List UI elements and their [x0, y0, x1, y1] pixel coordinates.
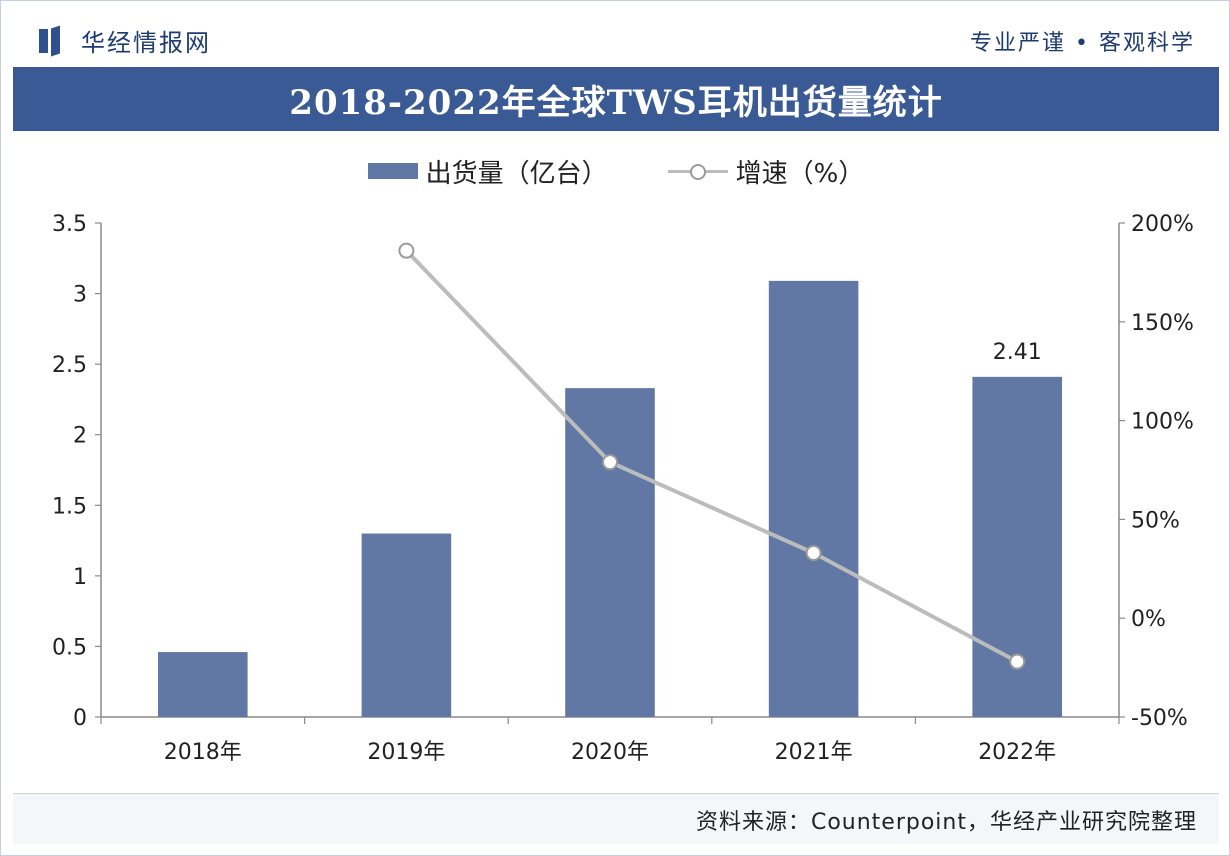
- legend-line-swatch-icon: [667, 161, 728, 181]
- chart-plot: 0 0.5 1 1.5 2 2.5 3 3.5 -50% 0% 50% 100% 150% 200% 201…: [52, 212, 1194, 765]
- y-left-tick-label: 2.5: [52, 353, 87, 378]
- brand-logo-icon: [39, 25, 69, 56]
- y-left-tick-label: 3.5: [52, 212, 87, 237]
- y-right-tick-label: 100%: [1131, 410, 1194, 435]
- legend-item-bar: 出货量（亿台）: [367, 153, 608, 190]
- y-left-tick-label: 3: [73, 283, 87, 308]
- y-right-tick-label: 200%: [1131, 212, 1194, 237]
- brand: 华经情报网: [39, 23, 211, 58]
- x-tick-label: 2018年: [164, 740, 242, 765]
- y-left-tick-label: 2: [73, 424, 87, 449]
- bar-data-label: 2.41: [993, 340, 1042, 365]
- y-left-tick-label: 0: [73, 706, 87, 731]
- growth-point: [602, 454, 618, 471]
- y-left-tick-label: 1: [73, 565, 87, 590]
- y-right-tick-label: 50%: [1131, 508, 1180, 533]
- x-tick-label: 2020年: [571, 740, 649, 765]
- y-left-tick-label: 1.5: [52, 494, 87, 519]
- legend-item-line: 增速（%）: [667, 153, 865, 190]
- y-left-tick-label: 0.5: [52, 635, 87, 660]
- growth-line: [404, 249, 1019, 664]
- y-right-tick-label: 0%: [1131, 607, 1166, 632]
- bar: [565, 388, 655, 717]
- chart-title: 2018-2022年全球TWS耳机出货量统计: [289, 82, 943, 123]
- slogan: 专业严谨 • 客观科学: [970, 31, 1195, 56]
- y-right-tick-label: -50%: [1131, 706, 1188, 731]
- x-tick-label: 2022年: [978, 740, 1056, 765]
- source-note: 资料来源：Counterpoint，华经产业研究院整理: [695, 810, 1197, 835]
- header-bar: 华经情报网 专业严谨 • 客观科学: [13, 13, 1219, 65]
- footer: 资料来源：Counterpoint，华经产业研究院整理: [13, 793, 1219, 844]
- x-tick-label: 2021年: [775, 740, 853, 765]
- x-tick-label: 2019年: [367, 740, 445, 765]
- bar: [158, 652, 248, 717]
- title-band: 2018-2022年全球TWS耳机出货量统计: [13, 67, 1219, 131]
- growth-point: [1009, 653, 1026, 670]
- legend-line-label: 增速（%）: [735, 158, 865, 189]
- y-right-tick-label: 150%: [1131, 311, 1194, 336]
- bar: [768, 280, 859, 717]
- legend-bar-swatch-icon: [367, 163, 418, 179]
- growth-point: [398, 242, 415, 259]
- legend-bar-label: 出货量（亿台）: [425, 158, 608, 189]
- brand-name: 华经情报网: [81, 29, 211, 57]
- bar: [361, 533, 452, 717]
- legend: 出货量（亿台） 增速（%）: [1, 151, 1230, 191]
- growth-point: [805, 544, 822, 561]
